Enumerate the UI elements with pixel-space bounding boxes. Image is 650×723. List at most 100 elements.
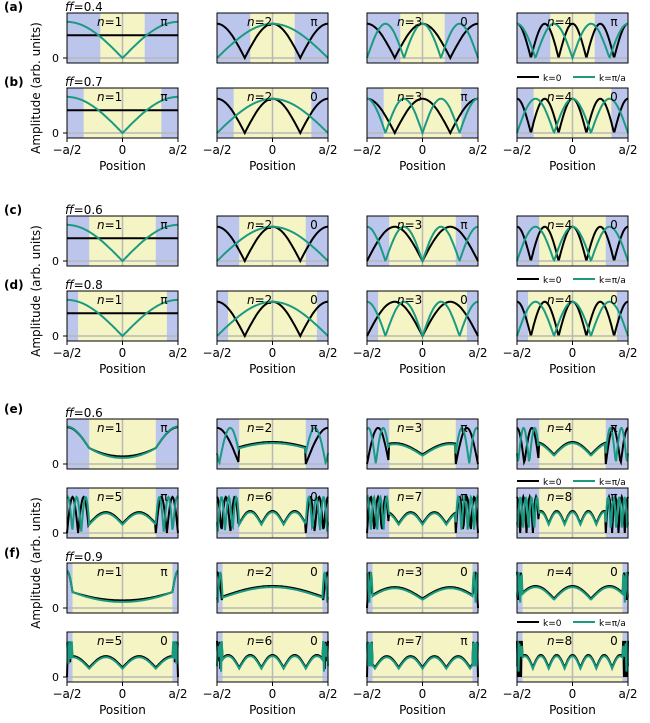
panel-frame [216, 562, 329, 614]
x-tick-label: −a/2 [352, 143, 381, 157]
curve-k=π/a [216, 22, 329, 59]
ylabel-ef: Amplitude (arb. units) [29, 497, 43, 629]
phase-label: 0 [610, 565, 618, 579]
panel-a-n4: n=4 π [516, 12, 629, 64]
phase-label: π [160, 293, 167, 307]
curve-k=0 [216, 426, 329, 465]
curve-k=π/a [66, 494, 179, 532]
phase-label: π [160, 421, 167, 435]
curve-k=π/a [366, 494, 479, 530]
legend-3: k=0 k=π/a [517, 619, 626, 629]
legend-k0-label: k=0 [543, 276, 562, 286]
x-axis-row3-col2: −a/2 0 a/2 Position [352, 341, 488, 376]
svg-text:n=6: n=6 [247, 634, 272, 648]
x-tick-label: 0 [119, 687, 127, 701]
svg-text:n=3: n=3 [397, 15, 422, 29]
x-axis-row7-col1: −a/2 0 a/2 Position [202, 682, 338, 717]
panel-b-n3: n=3 π [366, 87, 479, 139]
phase-label: 0 [610, 218, 618, 232]
svg-text:n=4: n=4 [547, 565, 572, 579]
x-tick-label: −a/2 [202, 143, 231, 157]
curve-k=π/a [216, 97, 329, 134]
x-tick-label: −a/2 [502, 346, 531, 360]
curve-k=π/a [216, 571, 329, 603]
svg-text:n=2: n=2 [247, 90, 272, 104]
x-axis-row7-col3: −a/2 0 a/2 Position [502, 682, 638, 717]
panel-letter: (a) [4, 0, 23, 14]
svg-text:n=3: n=3 [397, 218, 422, 232]
x-tick-label: −a/2 [52, 346, 81, 360]
phase-label: π [160, 218, 167, 232]
svg-text:n=1: n=1 [97, 218, 122, 232]
phase-label: π [610, 15, 617, 29]
y-tick-label: 0 [52, 330, 59, 343]
legend-k0-label: k=0 [543, 619, 562, 629]
x-axis-row1-col2: −a/2 0 a/2 Position [352, 138, 488, 173]
x-tick-label: a/2 [468, 687, 487, 701]
x-tick-label: 0 [269, 143, 277, 157]
x-axis-title: Position [549, 362, 596, 376]
svg-text:n=1: n=1 [97, 293, 122, 307]
x-tick-label: a/2 [318, 346, 337, 360]
y-tick-label: 0 [52, 527, 59, 540]
curve-k=0 [516, 426, 629, 466]
panel-c-n1: n=1 π 0 (c) ff=0.6 [4, 203, 179, 268]
panel-e-n5: n=5 π 0 [52, 487, 179, 540]
panel-frame [66, 215, 179, 267]
x-axis-title: Position [249, 159, 296, 173]
phase-label: 0 [610, 293, 618, 307]
panel-e-n3: n=3 π [366, 418, 479, 470]
ylabel-cd: Amplitude (arb. units) [29, 225, 43, 357]
phase-label: π [460, 421, 467, 435]
x-tick-label: −a/2 [502, 687, 531, 701]
curve-k=π/a [366, 300, 479, 340]
curve-k=0 [367, 97, 478, 136]
svg-text:n=5: n=5 [97, 634, 122, 648]
svg-text:n=4: n=4 [547, 218, 572, 232]
curve-k=π/a [516, 640, 629, 672]
x-axis-title: Position [399, 703, 446, 717]
x-tick-label: 0 [419, 687, 427, 701]
curve-k=0 [516, 22, 629, 58]
panel-d-n1: n=1 π 0 (d) ff=0.8 [4, 278, 179, 343]
x-axis-row1-col1: −a/2 0 a/2 Position [202, 138, 338, 173]
curve-k=π/a [366, 426, 479, 464]
svg-text:n=8: n=8 [547, 490, 572, 504]
svg-text:n=2: n=2 [247, 15, 272, 29]
legend-kpi-label: k=π/a [599, 478, 626, 488]
panel-f-n2: n=2 0 [216, 562, 329, 614]
y-tick-label: 0 [52, 602, 59, 615]
x-tick-label: 0 [269, 346, 277, 360]
x-tick-label: 0 [569, 687, 577, 701]
panel-frame [516, 12, 629, 64]
ylabel-ab: Amplitude (arb. units) [29, 22, 43, 154]
panel-frame [516, 487, 629, 539]
svg-text:n=4: n=4 [547, 15, 572, 29]
svg-text:ff=0.6: ff=0.6 [65, 406, 103, 420]
legend-kpi-label: k=π/a [599, 619, 626, 629]
x-axis-row7-col2: −a/2 0 a/2 Position [352, 682, 488, 717]
legend-k0-label: k=0 [543, 478, 562, 488]
panel-frame [366, 215, 479, 267]
x-tick-label: 0 [119, 143, 127, 157]
y-tick-label: 0 [52, 671, 59, 684]
phase-label: π [460, 218, 467, 232]
panel-c-n3: n=3 π [366, 215, 479, 267]
x-tick-label: 0 [119, 346, 127, 360]
y-tick-label: 0 [52, 458, 59, 471]
x-tick-label: 0 [569, 143, 577, 157]
svg-text:n=7: n=7 [397, 634, 422, 648]
x-axis-row1-col0: −a/2 0 a/2 Position [52, 138, 188, 173]
phase-label: 0 [460, 565, 468, 579]
svg-text:n=1: n=1 [97, 421, 122, 435]
x-tick-label: a/2 [318, 687, 337, 701]
svg-text:n=2: n=2 [247, 421, 272, 435]
panel-frame [216, 418, 329, 470]
panel-f-n8: n=8 0 [516, 631, 629, 683]
svg-text:n=2: n=2 [247, 218, 272, 232]
svg-text:n=6: n=6 [247, 490, 272, 504]
panel-letter: (b) [4, 75, 24, 89]
x-tick-label: a/2 [618, 143, 637, 157]
curve-k=π/a [216, 300, 329, 337]
